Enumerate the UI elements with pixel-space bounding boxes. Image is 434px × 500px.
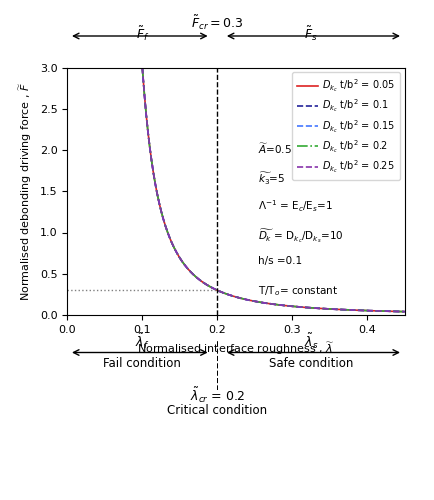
Text: $\tilde{\lambda}_{cr}$ = 0.2: $\tilde{\lambda}_{cr}$ = 0.2 [189,385,244,405]
Text: Fail condition: Fail condition [103,357,181,370]
Text: $\tilde{\lambda}_f$: $\tilde{\lambda}_f$ [135,332,149,351]
Text: $\widetilde{A}$=0.5: $\widetilde{A}$=0.5 [257,142,291,156]
Text: Safe condition: Safe condition [268,357,352,370]
Text: $\tilde{\lambda}_s$: $\tilde{\lambda}_s$ [303,332,317,351]
Legend: $D_{k_c}$ t/b$^2$ = 0.05, $D_{k_c}$ t/b$^2$ = 0.1, $D_{k_c}$ t/b$^2$ = 0.15, $D_: $D_{k_c}$ t/b$^2$ = 0.05, $D_{k_c}$ t/b$… [291,72,399,180]
Text: h/s =0.1: h/s =0.1 [257,256,301,266]
Text: $\Lambda^{-1}$ = E$_c$/E$_s$=1: $\Lambda^{-1}$ = E$_c$/E$_s$=1 [257,198,332,214]
Text: $\widetilde{D_k}$ = D$_{k_c}$/D$_{k_s}$=10: $\widetilde{D_k}$ = D$_{k_c}$/D$_{k_s}$=… [257,227,342,245]
Text: $\widetilde{k_3}$=5: $\widetilde{k_3}$=5 [257,170,285,187]
Text: $\tilde{F}_s$: $\tilde{F}_s$ [303,24,317,43]
Text: $\tilde{F}_f$: $\tilde{F}_f$ [135,24,149,43]
Text: $\tilde{F}_{cr} = 0.3$: $\tilde{F}_{cr} = 0.3$ [191,13,243,32]
Text: Critical condition: Critical condition [167,404,267,416]
Y-axis label: Normalised debonding driving force , $\widetilde{F}$: Normalised debonding driving force , $\w… [17,82,34,301]
Text: T/T$_o$= constant: T/T$_o$= constant [257,284,337,298]
X-axis label: Normalised interface roughness , $\widetilde{\lambda}$: Normalised interface roughness , $\widet… [137,340,334,357]
